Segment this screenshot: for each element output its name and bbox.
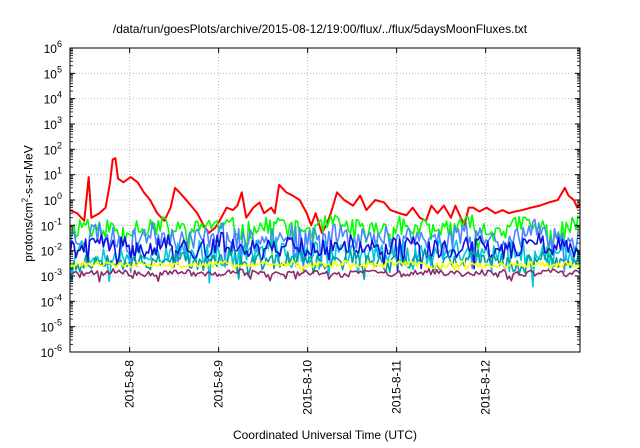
series-line: [69, 231, 581, 273]
x-tick-label: 2015-8-12: [479, 360, 493, 415]
y-tick-label: 101: [44, 166, 62, 183]
x-tick-label: 2015-8-10: [301, 360, 315, 415]
x-tick-label: 2015-8-8: [123, 360, 137, 408]
y-tick-label: 10-4: [41, 292, 62, 309]
series-line: [69, 259, 581, 274]
series-line: [69, 248, 581, 281]
series-line: [69, 268, 581, 283]
y-axis-label-rest: -s-sr-MeV: [21, 145, 36, 198]
y-tick-label: 10-2: [41, 242, 62, 259]
y-tick-label: 10-6: [41, 343, 62, 360]
grid-lines: [70, 48, 580, 352]
y-tick-label: 106: [44, 39, 62, 56]
y-tick-label: 104: [44, 90, 62, 107]
x-tick-label: 2015-8-11: [390, 360, 404, 414]
y-tick-label: 10-5: [41, 318, 62, 335]
x-axis-label: Coordinated Universal Time (UTC): [232, 428, 418, 442]
y-tick-label: 100: [44, 191, 62, 208]
series-line: [69, 157, 581, 234]
x-tick-label: 2015-8-9: [212, 360, 226, 408]
y-tick-label: 10-3: [41, 267, 62, 284]
axes: 10-6 10-5 10-4 10-3 10-2 10-1 100 101 102 103 104 1…: [41, 39, 581, 415]
y-tick-label: 103: [44, 115, 62, 132]
series-group: [69, 157, 581, 288]
series-line: [69, 218, 581, 273]
y-axis-label-unit: protons/cm: [21, 202, 36, 262]
y-tick-label: 10-1: [41, 216, 62, 233]
y-tick-label: 105: [44, 64, 62, 81]
plot-frame: [69, 47, 581, 353]
y-axis-label-exponent: 2: [20, 197, 30, 203]
series-line: [69, 214, 581, 260]
y-tick-label: 102: [44, 140, 62, 157]
chart-title: /data/run/goesPlots/archive/2015-08-12/1…: [112, 22, 528, 36]
y-axis-label: protons/cm2-s-sr-MeV: [21, 94, 36, 314]
